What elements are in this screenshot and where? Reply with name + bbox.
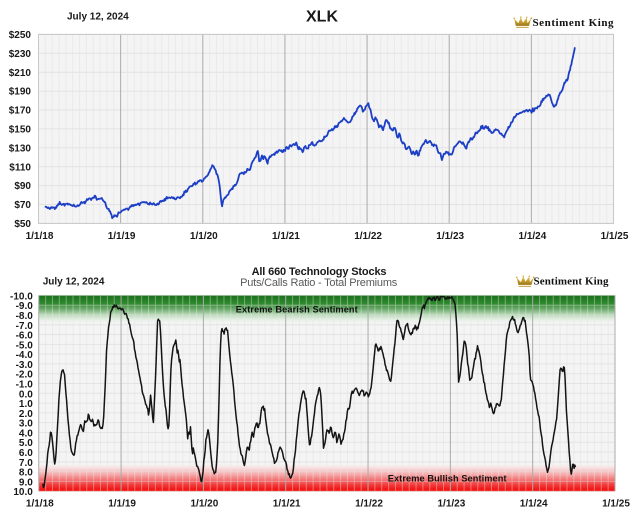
svg-text:7.0: 7.0 bbox=[19, 458, 33, 469]
svg-text:5.0: 5.0 bbox=[19, 438, 33, 449]
svg-text:9.0: 9.0 bbox=[19, 477, 33, 488]
svg-text:1/1/23: 1/1/23 bbox=[437, 498, 465, 509]
svg-text:1/1/19: 1/1/19 bbox=[108, 231, 136, 242]
svg-text:8.0: 8.0 bbox=[19, 468, 33, 479]
svg-text:-5.0: -5.0 bbox=[16, 340, 34, 351]
svg-text:-7.0: -7.0 bbox=[16, 321, 34, 332]
svg-text:Sentiment King: Sentiment King bbox=[534, 275, 610, 287]
svg-text:-1.0: -1.0 bbox=[16, 380, 34, 391]
svg-text:2.0: 2.0 bbox=[19, 409, 33, 420]
svg-text:Sentiment King: Sentiment King bbox=[533, 17, 615, 29]
svg-text:$50: $50 bbox=[14, 219, 31, 230]
svg-text:-4.0: -4.0 bbox=[16, 350, 34, 361]
svg-text:$150: $150 bbox=[9, 125, 32, 136]
svg-text:$110: $110 bbox=[9, 162, 31, 173]
svg-text:Puts/Calls Ratio - Total Premi: Puts/Calls Ratio - Total Premiums bbox=[240, 277, 398, 289]
svg-text:1/1/23: 1/1/23 bbox=[436, 231, 464, 242]
svg-text:All 660 Technology Stocks: All 660 Technology Stocks bbox=[252, 266, 387, 278]
svg-text:-8.0: -8.0 bbox=[16, 311, 34, 322]
svg-text:1/1/21: 1/1/21 bbox=[272, 231, 300, 242]
svg-text:1/1/24: 1/1/24 bbox=[520, 498, 548, 509]
svg-text:1/1/20: 1/1/20 bbox=[190, 498, 218, 509]
svg-text:XLK: XLK bbox=[306, 9, 338, 26]
svg-text:Extreme Bullish Sentiment: Extreme Bullish Sentiment bbox=[388, 474, 507, 484]
svg-text:1.0: 1.0 bbox=[19, 399, 33, 410]
svg-text:$90: $90 bbox=[14, 181, 31, 192]
svg-text:Extreme Bearish Sentiment: Extreme Bearish Sentiment bbox=[236, 304, 358, 314]
svg-text:3.0: 3.0 bbox=[19, 419, 33, 430]
svg-text:-3.0: -3.0 bbox=[16, 360, 34, 371]
svg-text:$250: $250 bbox=[9, 30, 32, 41]
svg-text:6.0: 6.0 bbox=[19, 448, 33, 459]
svg-text:July 12, 2024: July 12, 2024 bbox=[43, 276, 105, 287]
svg-text:1/1/24: 1/1/24 bbox=[518, 231, 546, 242]
svg-text:$170: $170 bbox=[9, 106, 32, 117]
svg-text:10.0: 10.0 bbox=[13, 487, 33, 498]
svg-text:1/1/25: 1/1/25 bbox=[602, 498, 630, 509]
svg-text:1/1/21: 1/1/21 bbox=[273, 498, 301, 509]
svg-text:0.0: 0.0 bbox=[19, 389, 33, 400]
svg-text:1/1/22: 1/1/22 bbox=[355, 498, 383, 509]
svg-text:$190: $190 bbox=[9, 87, 32, 98]
svg-text:1/1/18: 1/1/18 bbox=[26, 498, 54, 509]
svg-text:1/1/18: 1/1/18 bbox=[26, 231, 54, 242]
svg-text:July 12, 2024: July 12, 2024 bbox=[67, 11, 129, 22]
svg-text:-6.0: -6.0 bbox=[16, 331, 34, 342]
svg-text:$230: $230 bbox=[9, 49, 32, 60]
svg-text:1/1/19: 1/1/19 bbox=[108, 498, 136, 509]
svg-text:$130: $130 bbox=[9, 143, 32, 154]
svg-text:4.0: 4.0 bbox=[19, 429, 33, 440]
svg-text:1/1/20: 1/1/20 bbox=[190, 231, 218, 242]
svg-text:$210: $210 bbox=[9, 68, 32, 79]
svg-text:1/1/25: 1/1/25 bbox=[601, 231, 629, 242]
svg-text:-9.0: -9.0 bbox=[16, 301, 34, 312]
svg-text:-2.0: -2.0 bbox=[16, 370, 34, 381]
svg-text:-10.0: -10.0 bbox=[10, 291, 33, 302]
svg-text:1/1/22: 1/1/22 bbox=[354, 231, 382, 242]
svg-text:$70: $70 bbox=[14, 200, 31, 211]
